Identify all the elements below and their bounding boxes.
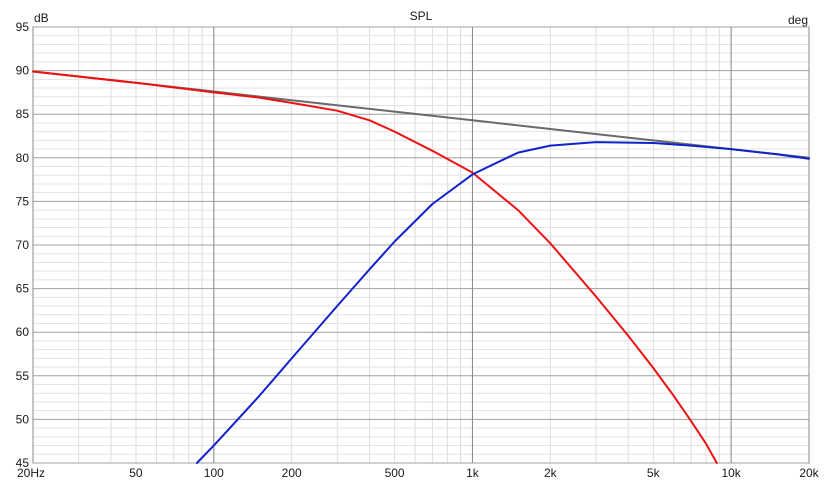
y-tick-label: 65 [16,282,30,296]
y-tick-label: 90 [16,64,30,78]
x-tick-label: 200 [282,466,302,480]
series-layer [32,70,810,464]
x-tick-labels: 20Hz 50 100 200 500 1k 2k 5k 10k 20k [17,466,820,480]
y-tick-label: 75 [16,194,30,208]
y-axis-unit-label: dB [34,11,49,25]
y-tick-label: 95 [16,20,30,34]
y-tick-labels: 95 90 85 80 75 70 65 60 55 50 45 [16,20,30,470]
major-gridlines [32,26,810,464]
y-tick-label: 70 [16,238,30,252]
x-tick-label: 20k [799,466,819,480]
x-tick-label: 1k [466,466,480,480]
x-tick-label: 500 [385,466,405,480]
secondary-axis-unit-label: deg [788,13,808,27]
y-tick-label: 55 [16,369,30,383]
chart-title: SPL [410,9,433,23]
x-tick-label: 50 [129,466,143,480]
x-tick-label: 10k [721,466,741,480]
y-tick-label: 85 [16,107,30,121]
x-tick-label: 20Hz [17,466,45,480]
y-tick-label: 45 [16,456,30,470]
x-tick-label: 2k [544,466,558,480]
y-tick-label: 60 [16,325,30,339]
x-tick-label: 5k [647,466,661,480]
y-tick-label: 80 [16,151,30,165]
y-tick-label: 50 [16,412,30,426]
series-line-3 [195,141,810,464]
x-tick-label: 100 [204,466,224,480]
series-line-2 [32,70,718,464]
